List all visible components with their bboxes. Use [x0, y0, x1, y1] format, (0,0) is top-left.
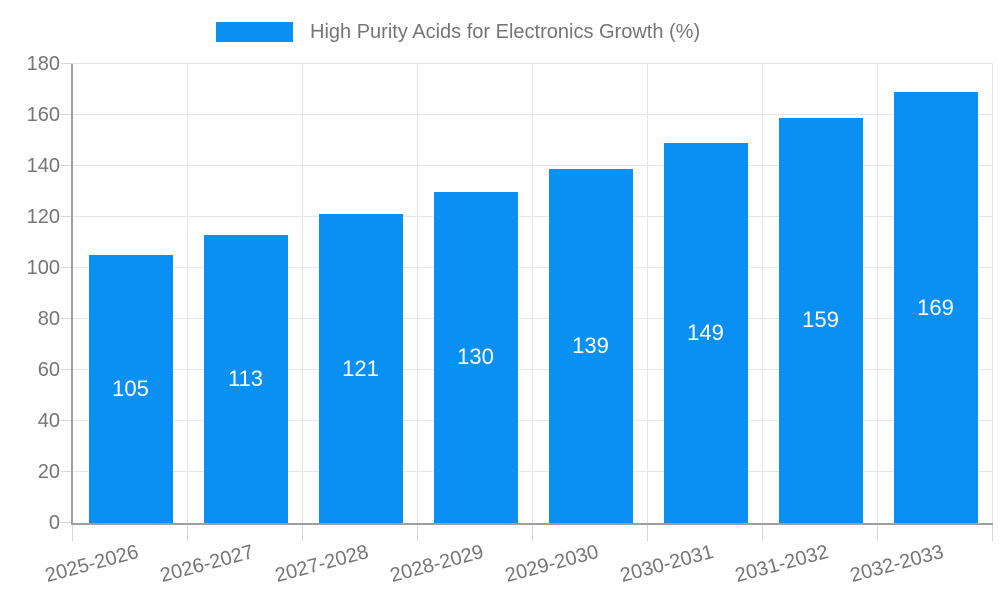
gridline-horizontal: [73, 216, 993, 217]
y-axis-label: 100: [26, 257, 60, 279]
y-axis-tick: [61, 63, 73, 64]
y-axis-label: 60: [37, 359, 60, 381]
gridline-vertical: [647, 64, 648, 523]
gridline-vertical: [187, 64, 188, 523]
y-axis-label: 140: [26, 155, 60, 177]
gridline-vertical: [417, 64, 418, 523]
gridline-horizontal: [73, 165, 993, 166]
x-axis-tick: [187, 523, 188, 541]
y-axis-label: 40: [37, 410, 60, 432]
x-axis-tick: [647, 523, 648, 541]
gridline-vertical: [877, 64, 878, 523]
legend-swatch: [216, 22, 293, 42]
bar[interactable]: 159: [778, 117, 863, 523]
y-axis-tick: [61, 267, 73, 268]
bar-value-label: 159: [802, 307, 839, 333]
bar-value-label: 169: [917, 294, 954, 320]
x-axis-tick: [877, 523, 878, 541]
bar-value-label: 121: [342, 355, 379, 381]
y-axis-tick: [61, 369, 73, 370]
x-axis-tick: [532, 523, 533, 541]
gridline-vertical: [532, 64, 533, 523]
x-axis-tick: [72, 523, 73, 541]
y-axis-tick: [61, 165, 73, 166]
y-axis-tick: [61, 216, 73, 217]
bar[interactable]: 149: [663, 143, 748, 523]
gridline-horizontal: [73, 420, 993, 421]
gridline-horizontal: [73, 471, 993, 472]
y-axis-tick: [61, 114, 73, 115]
y-axis-tick: [61, 420, 73, 421]
bar-value-label: 113: [227, 365, 264, 391]
x-axis-tick: [762, 523, 763, 541]
y-axis-label: 180: [26, 53, 60, 75]
y-axis-label: 20: [37, 461, 60, 483]
y-axis-line: [71, 64, 73, 525]
y-axis-tick: [61, 318, 73, 319]
chart-legend[interactable]: High Purity Acids for Electronics Growth…: [216, 21, 700, 43]
gridline-vertical: [762, 64, 763, 523]
y-axis-tick: [61, 522, 73, 523]
gridline-horizontal: [73, 369, 993, 370]
bar[interactable]: 139: [548, 168, 633, 523]
bar[interactable]: 130: [433, 191, 518, 523]
y-axis-label: 0: [48, 512, 60, 534]
x-axis-tick: [417, 523, 418, 541]
gridline-horizontal: [73, 318, 993, 319]
gridline-horizontal: [73, 267, 993, 268]
bar-value-label: 105: [112, 376, 149, 402]
bar[interactable]: 121: [318, 214, 403, 523]
x-axis-line: [71, 523, 993, 525]
bar[interactable]: 105: [88, 255, 173, 524]
bar[interactable]: 113: [203, 234, 288, 523]
y-axis-tick: [61, 471, 73, 472]
gridline-vertical: [302, 64, 303, 523]
gridline-horizontal: [73, 63, 993, 64]
y-axis-label: 160: [26, 104, 60, 126]
bar-value-label: 130: [457, 344, 494, 370]
gridline-horizontal: [73, 114, 993, 115]
y-axis-label: 120: [26, 206, 60, 228]
gridline-vertical: [992, 64, 993, 523]
x-axis-tick: [992, 523, 993, 541]
bar-value-label: 139: [572, 332, 609, 358]
y-axis-label: 80: [37, 308, 60, 330]
bar[interactable]: 169: [893, 92, 978, 523]
x-axis-tick: [302, 523, 303, 541]
bar-value-label: 149: [687, 320, 724, 346]
legend-label: High Purity Acids for Electronics Growth…: [310, 21, 701, 43]
